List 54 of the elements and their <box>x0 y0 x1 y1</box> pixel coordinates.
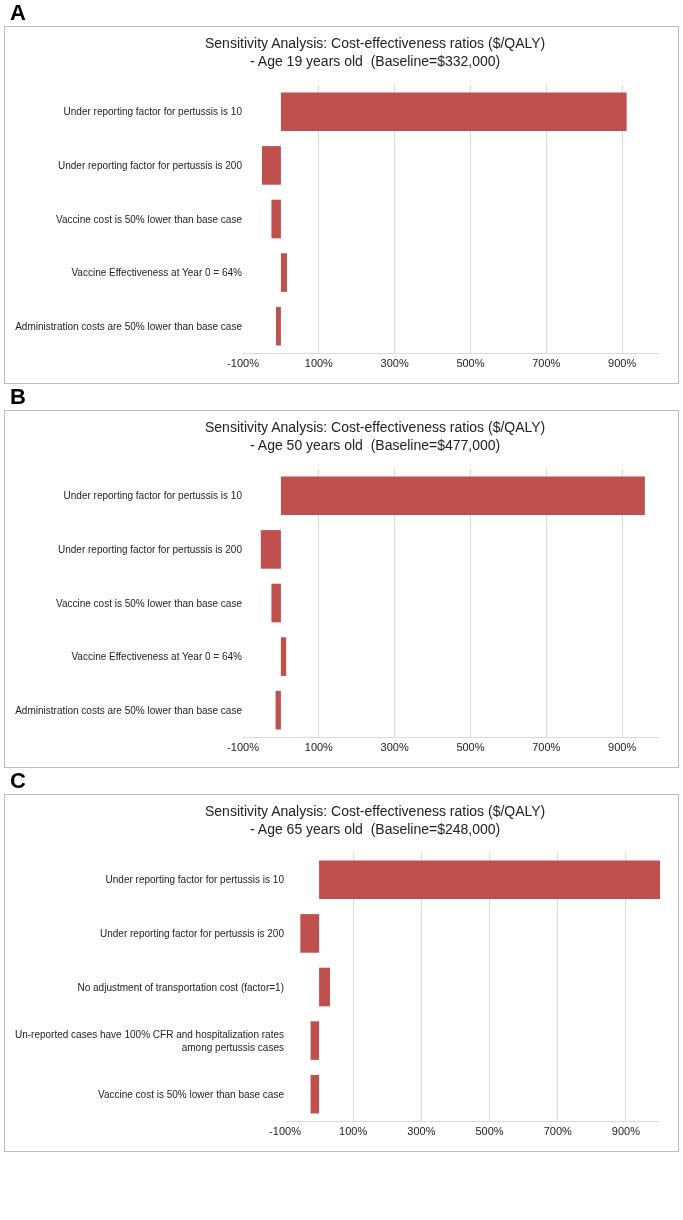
x-tick-label: 900% <box>611 1125 641 1138</box>
x-tick-label: 100% <box>304 741 334 754</box>
x-tick-label: 700% <box>543 1125 573 1138</box>
x-tick-label: 700% <box>532 741 561 754</box>
x-tick-label: 900% <box>608 357 637 370</box>
y-tick-label: Under reporting factor for pertussis is 10 <box>105 874 285 886</box>
x-tick-label: 300% <box>380 357 409 370</box>
y-tick-label: Vaccine Effectiveness at Year 0 = 64% <box>71 651 243 663</box>
chart-title: Sensitivity Analysis: Cost-effectiveness ratios ($/QALY) - Age 65 years old (Baseline=$248,000) <box>205 803 546 838</box>
x-tick-label: 500% <box>456 741 485 754</box>
text: A <box>9 0 27 26</box>
bar <box>280 253 287 292</box>
x-tick-label: 300% <box>407 1125 436 1138</box>
y-tick-label: Vaccine Effectiveness at Year 0 = 64% <box>71 267 243 279</box>
y-tick-label: Under reporting factor for pertussis is 10 <box>63 106 243 118</box>
y-tick-label: Administration costs are 50% lower than base case <box>15 320 243 332</box>
bar <box>260 530 281 569</box>
bar <box>280 92 627 132</box>
x-tick-label: 100% <box>339 1125 368 1138</box>
x-tick-label: 500% <box>475 1125 504 1138</box>
y-tick-label: Administration costs are 50% lower than base case <box>15 704 243 716</box>
bar <box>280 476 645 516</box>
bar <box>310 1021 320 1060</box>
bar <box>275 306 281 346</box>
bar <box>275 690 281 730</box>
x-tick-label: -100% <box>227 741 260 754</box>
x-tick-label: 300% <box>380 741 409 754</box>
x-tick-label: 500% <box>456 357 485 370</box>
y-tick-label: Under reporting factor for pertussis is 200 <box>100 927 285 939</box>
y-tick-label: Vaccine cost is 50% lower than base case <box>55 213 243 225</box>
x-tick-label: 700% <box>532 357 561 370</box>
y-tick-label: Vaccine cost is 50% lower than base case <box>55 597 243 609</box>
y-tick-label: Under reporting factor for pertussis is 200 <box>58 159 243 171</box>
text: C <box>9 768 27 794</box>
x-tick-label: 100% <box>304 357 334 370</box>
y-tick-label: Under reporting factor for pertussis is 10 <box>63 490 243 502</box>
bar <box>310 1074 320 1114</box>
x-tick-label: -100% <box>227 357 260 370</box>
bar <box>300 914 320 953</box>
bar <box>319 967 330 1007</box>
bar <box>280 637 287 676</box>
y-tick-label: Under reporting factor for pertussis is 200 <box>58 543 243 555</box>
bar <box>271 583 281 623</box>
bar <box>261 146 281 185</box>
bar <box>319 860 660 900</box>
y-tick-label: Un-reported cases have 100% CFR and hospitalization rates among pertussis cases <box>14 1028 284 1053</box>
y-tick-label: No adjustment of transportation cost (factor=1) <box>77 981 284 993</box>
x-tick-label: -100% <box>269 1125 302 1138</box>
y-tick-label: Vaccine cost is 50% lower than base case <box>97 1088 285 1100</box>
chart-title: Sensitivity Analysis: Cost-effectiveness ratios ($/QALY) - Age 19 years old (Baseline=$332,000) <box>205 35 546 70</box>
chart-title: Sensitivity Analysis: Cost-effectiveness ratios ($/QALY) - Age 50 years old (Baseline=$477,000) <box>205 419 546 454</box>
text: B <box>9 384 27 410</box>
x-tick-label: 900% <box>608 741 637 754</box>
bar <box>271 199 281 239</box>
